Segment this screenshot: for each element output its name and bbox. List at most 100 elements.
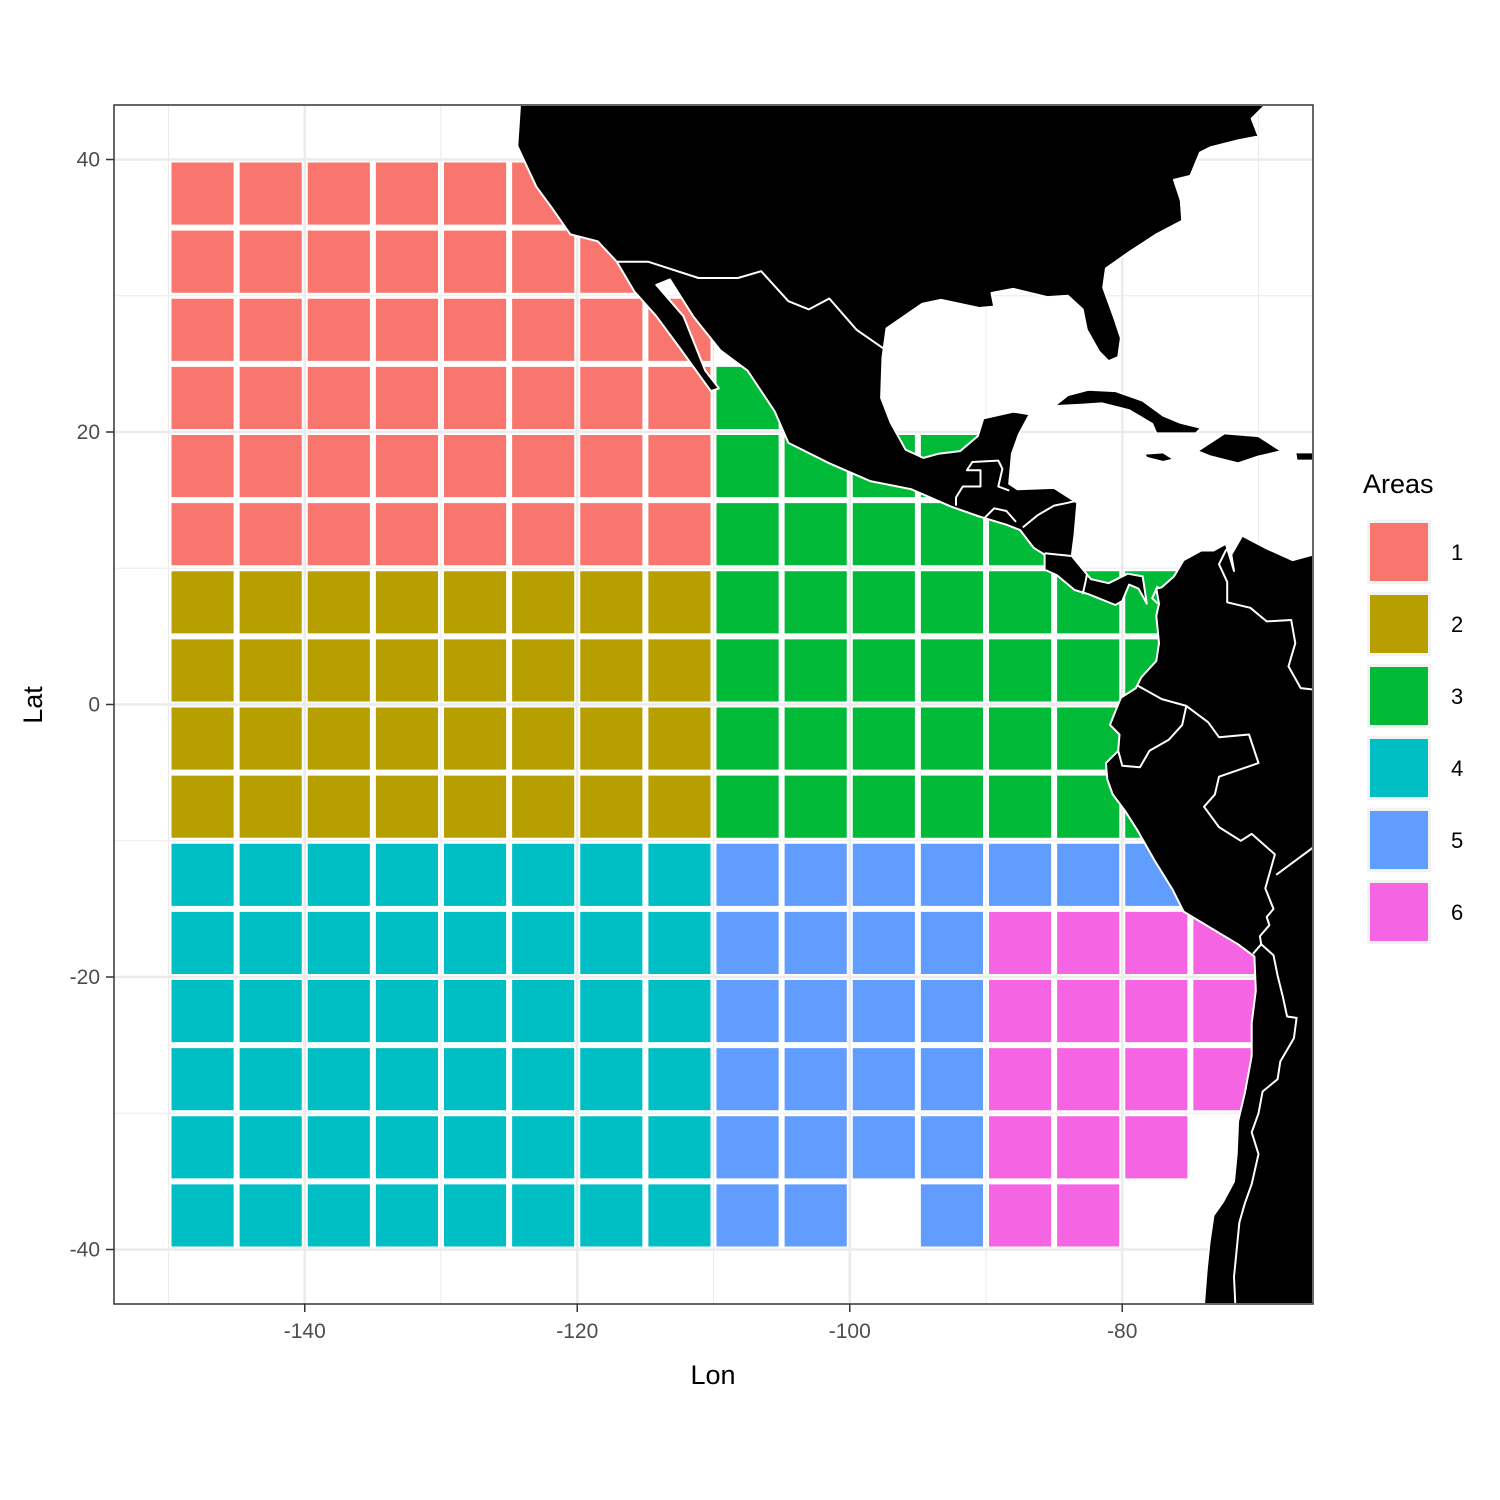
area-cell bbox=[784, 980, 847, 1043]
area-cell bbox=[307, 911, 370, 974]
area-cell bbox=[852, 571, 915, 634]
area-cell bbox=[1057, 1048, 1120, 1111]
area-cell bbox=[239, 1116, 302, 1179]
area-cell bbox=[852, 980, 915, 1043]
area-cell bbox=[375, 366, 438, 429]
area-cell bbox=[648, 571, 711, 634]
area-cell bbox=[989, 1184, 1052, 1247]
area-cell bbox=[648, 707, 711, 770]
area-cell bbox=[580, 980, 643, 1043]
area-cell bbox=[239, 435, 302, 498]
area-cell bbox=[444, 571, 507, 634]
area-cell bbox=[171, 980, 234, 1043]
area-cell bbox=[375, 775, 438, 838]
area-cell bbox=[989, 911, 1052, 974]
area-cell bbox=[512, 1048, 575, 1111]
area-cell bbox=[716, 775, 779, 838]
area-cell bbox=[375, 162, 438, 225]
area-cell bbox=[171, 1184, 234, 1247]
y-tick-label: 0 bbox=[88, 694, 100, 717]
area-cell bbox=[580, 639, 643, 702]
area-cell bbox=[512, 980, 575, 1043]
area-cell bbox=[444, 980, 507, 1043]
area-cell bbox=[512, 571, 575, 634]
country-border bbox=[1081, 574, 1088, 595]
area-cell bbox=[375, 435, 438, 498]
area-cell bbox=[239, 366, 302, 429]
y-tick-label: -40 bbox=[70, 1239, 100, 1262]
country-border bbox=[955, 459, 1010, 506]
area-cell bbox=[444, 911, 507, 974]
area-cell bbox=[580, 571, 643, 634]
area-cell bbox=[444, 298, 507, 361]
area-cell bbox=[512, 911, 575, 974]
area-cell bbox=[784, 571, 847, 634]
legend-swatch-2 bbox=[1370, 595, 1428, 653]
area-cell bbox=[920, 911, 983, 974]
area-cell bbox=[648, 775, 711, 838]
area-cell bbox=[307, 435, 370, 498]
area-cell bbox=[852, 503, 915, 566]
area-cell bbox=[171, 435, 234, 498]
area-cell bbox=[375, 503, 438, 566]
x-tick-label: -100 bbox=[829, 1320, 871, 1343]
area-cell bbox=[239, 230, 302, 293]
area-cell bbox=[1057, 911, 1120, 974]
area-cell bbox=[307, 366, 370, 429]
land-north-america bbox=[516, 105, 1267, 606]
area-cell bbox=[512, 775, 575, 838]
area-cell bbox=[1057, 639, 1120, 702]
land-jamaica bbox=[1143, 451, 1175, 463]
area-cell bbox=[648, 503, 711, 566]
area-cell bbox=[171, 1048, 234, 1111]
y-tick-label: 20 bbox=[77, 421, 100, 444]
area-cell bbox=[512, 366, 575, 429]
area-cell bbox=[989, 1116, 1052, 1179]
area-cell bbox=[239, 775, 302, 838]
area-cell bbox=[375, 911, 438, 974]
area-cell bbox=[171, 298, 234, 361]
area-cell bbox=[784, 843, 847, 906]
land-south-america bbox=[1104, 534, 1313, 1304]
area-cell bbox=[1193, 980, 1256, 1043]
legend-label-6: 6 bbox=[1451, 900, 1463, 925]
area-cell bbox=[648, 1184, 711, 1247]
area-cell bbox=[239, 843, 302, 906]
area-cell bbox=[784, 1048, 847, 1111]
area-cell bbox=[716, 843, 779, 906]
area-cell bbox=[307, 230, 370, 293]
area-cell bbox=[307, 298, 370, 361]
country-border bbox=[1151, 585, 1159, 605]
area-cell bbox=[716, 1184, 779, 1247]
area-cell bbox=[375, 1116, 438, 1179]
area-cell bbox=[239, 162, 302, 225]
area-cell bbox=[716, 707, 779, 770]
area-cell bbox=[580, 435, 643, 498]
area-cell bbox=[580, 843, 643, 906]
area-cell bbox=[171, 366, 234, 429]
area-cell bbox=[375, 843, 438, 906]
area-cell bbox=[444, 162, 507, 225]
y-tick-label: 40 bbox=[77, 149, 100, 172]
area-cell bbox=[512, 843, 575, 906]
area-cell bbox=[648, 911, 711, 974]
legend-label-4: 4 bbox=[1451, 756, 1463, 781]
area-cell bbox=[852, 775, 915, 838]
area-cell bbox=[171, 1116, 234, 1179]
area-cell bbox=[580, 707, 643, 770]
country-border bbox=[1117, 684, 1188, 769]
y-tick-label: -20 bbox=[70, 966, 100, 989]
area-cell bbox=[716, 639, 779, 702]
x-axis-title: Lon bbox=[690, 1360, 735, 1390]
area-cell bbox=[171, 843, 234, 906]
y-axis-title: Lat bbox=[18, 686, 48, 724]
area-cell bbox=[375, 639, 438, 702]
area-cell bbox=[920, 775, 983, 838]
area-cell bbox=[580, 1184, 643, 1247]
land-puerto-rico bbox=[1294, 451, 1313, 462]
area-cell bbox=[171, 707, 234, 770]
area-cell bbox=[444, 1184, 507, 1247]
area-cell bbox=[239, 707, 302, 770]
area-cell bbox=[375, 1048, 438, 1111]
